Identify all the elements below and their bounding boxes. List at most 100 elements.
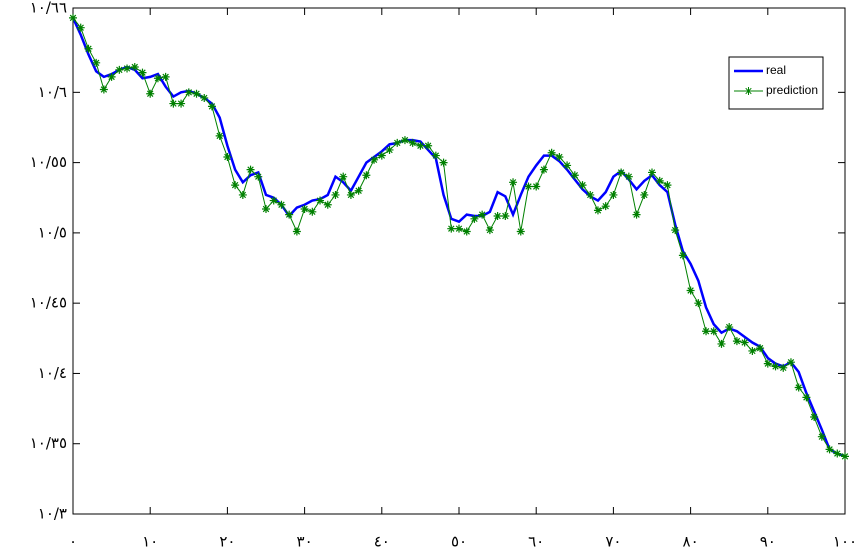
data-point — [269, 196, 278, 205]
data-point — [354, 186, 363, 195]
data-point — [99, 85, 108, 94]
data-point — [385, 145, 394, 154]
data-point — [300, 204, 309, 213]
data-point — [146, 89, 155, 98]
data-point — [586, 190, 595, 199]
x-tick-label: ٦٠ — [528, 533, 544, 551]
data-point — [138, 68, 147, 77]
data-point — [215, 131, 224, 140]
data-point — [177, 99, 186, 108]
data-point — [246, 165, 255, 174]
data-point — [501, 212, 510, 221]
data-point — [648, 168, 656, 177]
data-point — [555, 152, 564, 161]
data-point — [153, 74, 162, 83]
data-point — [462, 227, 471, 236]
x-tick-label: ٠ — [69, 533, 77, 551]
data-point — [640, 190, 649, 199]
data-point — [671, 226, 680, 235]
data-point — [123, 64, 132, 73]
data-point — [725, 323, 734, 332]
data-point — [277, 200, 286, 209]
data-point — [547, 148, 556, 157]
data-point — [393, 138, 402, 147]
data-point — [115, 65, 124, 74]
data-point — [362, 171, 371, 180]
x-tick-label: ٥٠ — [451, 533, 467, 551]
data-point — [184, 88, 193, 97]
data-point — [130, 63, 139, 72]
x-tick-label: ٨٠ — [683, 533, 699, 551]
data-point — [439, 158, 448, 167]
data-point — [200, 93, 209, 102]
data-point — [817, 432, 826, 441]
data-point — [76, 23, 85, 32]
data-point — [794, 383, 803, 392]
data-point — [455, 224, 463, 233]
data-point — [207, 102, 216, 111]
y-tick-label: ١٠/٦ — [38, 83, 67, 101]
y-tick-label: ١٠/٣٥ — [30, 434, 67, 452]
legend-box — [728, 56, 824, 110]
legend: real prediction — [728, 56, 824, 110]
data-point — [763, 359, 772, 368]
data-point — [570, 171, 579, 180]
data-point — [748, 346, 757, 355]
data-point — [192, 89, 201, 98]
legend-label: real — [766, 63, 786, 77]
data-point — [655, 176, 664, 185]
data-point — [578, 181, 587, 190]
legend-marker — [744, 87, 753, 95]
data-point — [69, 13, 77, 22]
x-tick-label: ٧٠ — [605, 533, 621, 551]
data-point — [323, 200, 332, 209]
data-point — [408, 138, 417, 147]
x-tick-label: ٢٠ — [219, 533, 235, 551]
data-point — [563, 161, 572, 170]
data-point — [509, 178, 518, 187]
x-tick-label: ١٠ — [142, 533, 158, 551]
data-point — [339, 172, 348, 181]
data-point — [771, 362, 780, 371]
data-point — [346, 190, 355, 199]
data-point — [84, 44, 93, 53]
x-tick-label: ٩٠ — [760, 533, 776, 551]
data-point — [717, 339, 726, 348]
data-point — [424, 141, 433, 150]
data-point — [370, 155, 379, 164]
data-point — [539, 165, 548, 174]
data-point — [779, 363, 788, 372]
x-tick-label: ١٠٠ — [833, 533, 857, 551]
data-point — [841, 452, 849, 461]
y-tick-label: ١٠/٥٥ — [30, 153, 67, 171]
data-point — [694, 299, 703, 308]
data-point — [485, 226, 494, 235]
legend-label: prediction — [766, 83, 818, 97]
data-point — [107, 72, 116, 81]
y-tick-label: ١٠/٣ — [38, 505, 67, 523]
data-point — [470, 214, 479, 223]
data-point — [254, 172, 263, 181]
data-point — [92, 58, 101, 67]
data-point — [524, 182, 533, 191]
data-point — [756, 344, 765, 353]
y-tick-label: ١٠/٤ — [38, 364, 67, 382]
data-point — [833, 449, 842, 458]
data-point — [732, 337, 741, 346]
data-point — [431, 151, 440, 160]
data-point — [377, 151, 386, 160]
data-point — [516, 227, 525, 236]
data-point — [308, 207, 317, 216]
data-point — [493, 212, 502, 221]
data-point — [786, 358, 795, 367]
data-point — [825, 445, 834, 454]
data-point — [169, 99, 178, 108]
plot-frame — [72, 7, 846, 515]
data-point — [161, 72, 170, 81]
data-point — [810, 413, 819, 422]
data-point — [740, 338, 749, 347]
data-point — [262, 204, 270, 213]
data-point — [316, 196, 325, 205]
